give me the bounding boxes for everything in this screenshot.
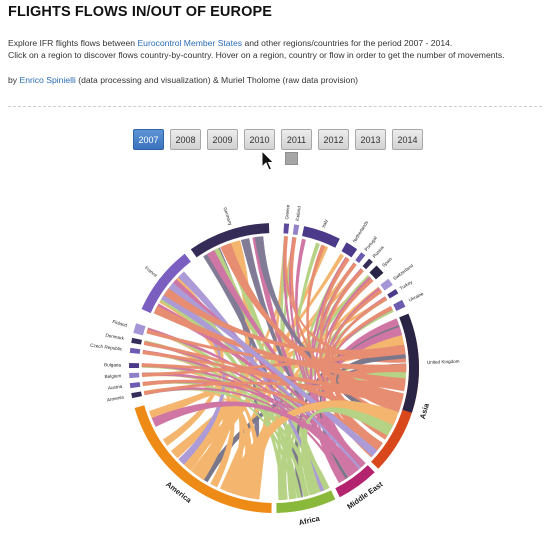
country-label-bulgaria: Bulgaria	[104, 362, 121, 367]
year-button-2011[interactable]: 2011	[281, 129, 312, 150]
region-label-africa: Africa	[298, 514, 322, 528]
country-label-germany: Germany	[222, 207, 233, 227]
year-button-2012[interactable]: 2012	[318, 129, 349, 150]
year-button-2013[interactable]: 2013	[355, 129, 386, 150]
country-label-netherlands: Netherlands	[352, 219, 370, 243]
year-button-2007[interactable]: 2007	[133, 129, 164, 150]
country-arc-france[interactable]	[141, 253, 191, 314]
country-label-greece: Greece	[284, 204, 290, 220]
country-arc-greece[interactable]	[283, 223, 290, 234]
author-link[interactable]: Enrico Spinielli	[19, 75, 76, 85]
credits: by Enrico Spinielli (data processing and…	[8, 75, 358, 85]
country-label-turkey: Turkey	[399, 279, 414, 291]
country-arc-finland[interactable]	[133, 323, 146, 336]
flow-chord[interactable]	[226, 400, 399, 497]
flow-chord[interactable]	[153, 305, 406, 387]
country-label-russia: Russia	[372, 245, 385, 259]
region-arc-middle-east[interactable]	[335, 465, 375, 498]
flow-chord[interactable]	[151, 401, 360, 476]
country-arc-spain[interactable]	[369, 265, 384, 280]
country-label-united-kingdom: United Kingdom	[427, 359, 460, 365]
arcs-layer	[129, 223, 419, 513]
country-label-ukraine: Ukraine	[408, 291, 425, 303]
drag-handle-icon	[285, 152, 298, 165]
country-label-switzerland: Switzerland	[392, 263, 414, 281]
country-label-czech-republic: Czech Republic	[90, 343, 123, 352]
country-arc-russia[interactable]	[362, 258, 373, 270]
description: Explore IFR flights flows between Euroco…	[8, 38, 543, 61]
year-selector: 2007 2008 2009 2010 2011 2012 2013 2014	[133, 129, 423, 150]
country-label-iceland: Iceland	[295, 205, 302, 221]
country-arc-czech-republic[interactable]	[129, 347, 141, 354]
eurocontrol-link[interactable]: Eurocontrol Member States	[137, 38, 243, 48]
country-label-armenia: Armenia	[106, 394, 124, 402]
country-arc-armenia[interactable]	[131, 391, 142, 399]
country-label-belgium: Belgium	[104, 373, 121, 379]
country-label-spain: Spain	[381, 256, 393, 268]
region-arc-america[interactable]	[134, 405, 272, 513]
region-label-asia: Asia	[418, 401, 431, 420]
country-label-france: France	[144, 265, 159, 278]
flow-chord[interactable]	[159, 293, 286, 500]
country-arc-switzerland[interactable]	[380, 278, 393, 291]
country-arc-iceland[interactable]	[292, 224, 300, 236]
chords-layer	[141, 236, 407, 501]
year-button-2010[interactable]: 2010	[244, 129, 275, 150]
page-title: FLIGHTS FLOWS IN/OUT OF EUROPE	[8, 4, 272, 20]
description-line-1: Explore IFR flights flows between Euroco…	[8, 38, 453, 48]
divider	[8, 106, 542, 107]
flow-chord[interactable]	[141, 363, 404, 405]
country-label-denmark: Denmark	[105, 333, 125, 342]
country-label-austria: Austria	[108, 384, 123, 391]
year-button-2014[interactable]: 2014	[392, 129, 423, 150]
country-arc-turkey[interactable]	[387, 289, 399, 299]
country-label-italy: Italy	[321, 218, 329, 228]
country-arc-belgium[interactable]	[129, 372, 140, 379]
flow-chord[interactable]	[283, 236, 407, 363]
flow-chord[interactable]	[163, 288, 406, 356]
description-line-2: Click on a region to discover flows coun…	[8, 49, 505, 60]
country-arc-bulgaria[interactable]	[129, 362, 140, 368]
flow-chord[interactable]	[309, 262, 357, 484]
year-button-2008[interactable]: 2008	[170, 129, 201, 150]
country-arc-ukraine[interactable]	[393, 299, 406, 311]
country-arc-denmark[interactable]	[131, 337, 142, 345]
year-button-2009[interactable]: 2009	[207, 129, 238, 150]
country-arc-germany[interactable]	[190, 223, 270, 258]
country-arc-portugal[interactable]	[355, 252, 366, 264]
country-arc-italy[interactable]	[302, 226, 340, 248]
country-arc-netherlands[interactable]	[341, 242, 358, 258]
country-arc-austria[interactable]	[129, 382, 141, 389]
country-label-finland: Finland	[112, 319, 128, 328]
mouse-pointer-icon	[261, 150, 275, 171]
flow-chord[interactable]	[142, 379, 383, 450]
region-arc-africa[interactable]	[276, 490, 336, 513]
country-arc-united-kingdom[interactable]	[399, 313, 419, 413]
